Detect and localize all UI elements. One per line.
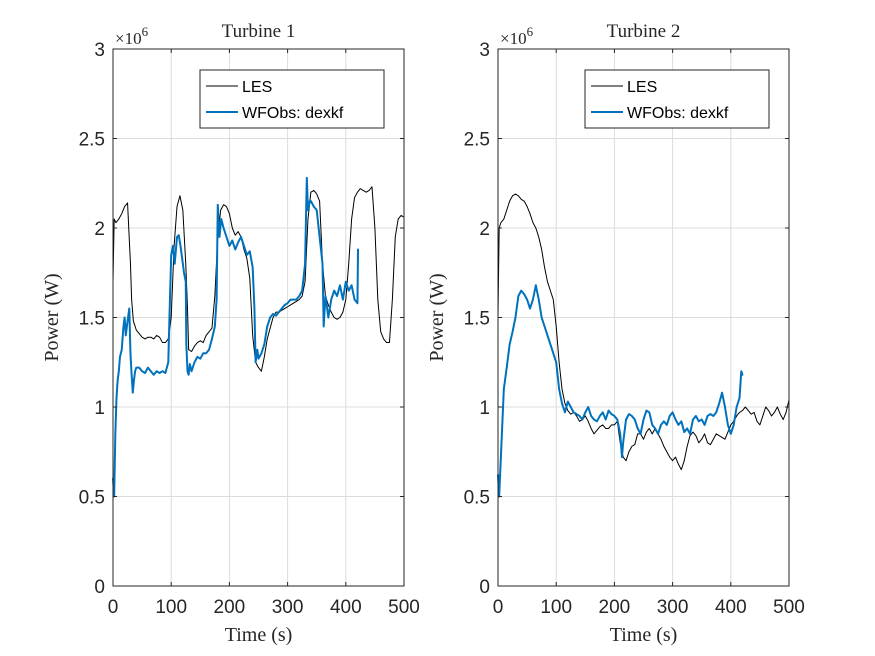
- y-tick-label: 2.5: [464, 130, 490, 151]
- series-line-wfobs: [112, 176, 360, 498]
- x-tick-label: 100: [540, 597, 572, 618]
- y-tick-label: 1.5: [79, 309, 105, 330]
- y-tick-label: 0: [94, 577, 105, 598]
- grid: [113, 49, 404, 586]
- chart-1: 0 100 200 300 400 500 0 0.5 1 1.5 2 2.5 3 ×106 Turbine…: [41, 21, 420, 646]
- x-axis-label: Time (s): [225, 624, 293, 646]
- x-tick-label: 200: [599, 597, 631, 618]
- x-tick-label: 400: [715, 597, 747, 618]
- grid: [498, 49, 789, 586]
- legend: LES WFObs: dexkf: [584, 69, 770, 129]
- y-tick-label: 3: [479, 40, 490, 61]
- x-tick-label: 300: [272, 597, 304, 618]
- y-exponent-label: ×106: [500, 24, 534, 48]
- y-tick-label: 0.5: [464, 488, 490, 509]
- x-tick-label: 200: [214, 597, 246, 618]
- y-axis-label: Power (W): [426, 273, 448, 361]
- x-tick-label: 300: [657, 597, 689, 618]
- legend-entry-wfobs: WFObs: dexkf: [242, 105, 344, 122]
- legend-entry-wfobs: WFObs: dexkf: [627, 105, 729, 122]
- chart-2: 0 100 200 300 400 500 0 0.5 1 1.5 2 2.5 3 ×106 Turbine…: [426, 21, 805, 646]
- legend-box: [199, 69, 385, 129]
- x-tick-label: 0: [108, 597, 119, 618]
- legend: LES WFObs: dexkf: [199, 69, 385, 129]
- x-tick-label: 500: [388, 597, 420, 618]
- chart-title: Turbine 1: [222, 21, 296, 42]
- x-tick-label: 0: [493, 597, 504, 618]
- y-tick-label: 0.5: [79, 488, 105, 509]
- chart-title: Turbine 2: [607, 21, 681, 42]
- y-tick-label: 1: [479, 398, 490, 419]
- y-tick-label: 3: [94, 40, 105, 61]
- x-tick-label: 400: [330, 597, 362, 618]
- y-exponent-power: 6: [142, 24, 149, 39]
- y-tick-label: 2: [94, 219, 105, 240]
- series-line-les: [497, 193, 790, 471]
- legend-box: [584, 69, 770, 129]
- legend-entry-les: LES: [627, 79, 657, 96]
- x-tick-label: 100: [155, 597, 187, 618]
- x-axis-label: Time (s): [610, 624, 678, 646]
- y-tick-label: 1: [94, 398, 105, 419]
- y-exponent-power: 6: [527, 24, 534, 39]
- y-tick-label: 2: [479, 219, 490, 240]
- y-tick-label: 1.5: [464, 309, 490, 330]
- y-tick-label: 0: [479, 577, 490, 598]
- series-line-wfobs: [497, 284, 744, 498]
- x-tick-label: 500: [773, 597, 805, 618]
- legend-entry-les: LES: [242, 79, 272, 96]
- y-exponent-label: ×106: [115, 24, 149, 48]
- series-line-les: [112, 186, 405, 372]
- y-tick-label: 2.5: [79, 130, 105, 151]
- y-axis-label: Power (W): [41, 273, 63, 361]
